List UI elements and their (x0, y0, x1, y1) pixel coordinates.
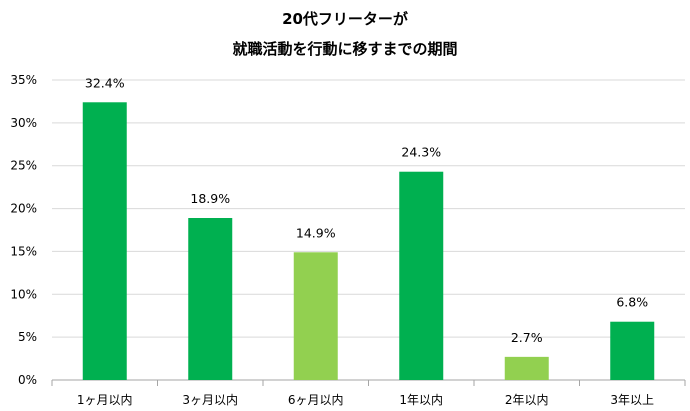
data-label: 32.4% (85, 75, 125, 90)
bar (293, 252, 338, 380)
bar (188, 218, 233, 380)
data-label: 14.9% (296, 225, 336, 240)
x-tick-label: 2年以内 (505, 393, 549, 407)
y-tick-label: 35% (10, 73, 37, 87)
bar (610, 321, 655, 380)
x-tick-label: 3ヶ月以内 (182, 393, 238, 407)
x-tick-label: 3年以上 (610, 393, 654, 407)
x-tick-label: 6ヶ月以内 (288, 393, 344, 407)
bar (399, 171, 444, 380)
bar (82, 102, 127, 381)
data-label: 18.9% (190, 191, 230, 206)
y-tick-label: 30% (10, 116, 37, 130)
chart-subtitle: 就職活動を行動に移すまでの期間 (232, 40, 458, 58)
data-label: 24.3% (401, 145, 441, 160)
y-tick-label: 10% (10, 287, 37, 301)
data-label: 2.7% (511, 330, 543, 345)
x-tick-label: 1年以内 (399, 393, 443, 407)
y-tick-label: 0% (18, 373, 37, 387)
y-tick-label: 20% (10, 202, 37, 216)
bar (504, 356, 549, 380)
chart-title: 20代フリーターが (282, 10, 408, 28)
y-tick-label: 15% (10, 244, 37, 258)
x-tick-label: 1ヶ月以内 (77, 393, 133, 407)
y-tick-label: 25% (10, 159, 37, 173)
y-tick-label: 5% (18, 330, 37, 344)
data-label: 6.8% (616, 295, 648, 310)
